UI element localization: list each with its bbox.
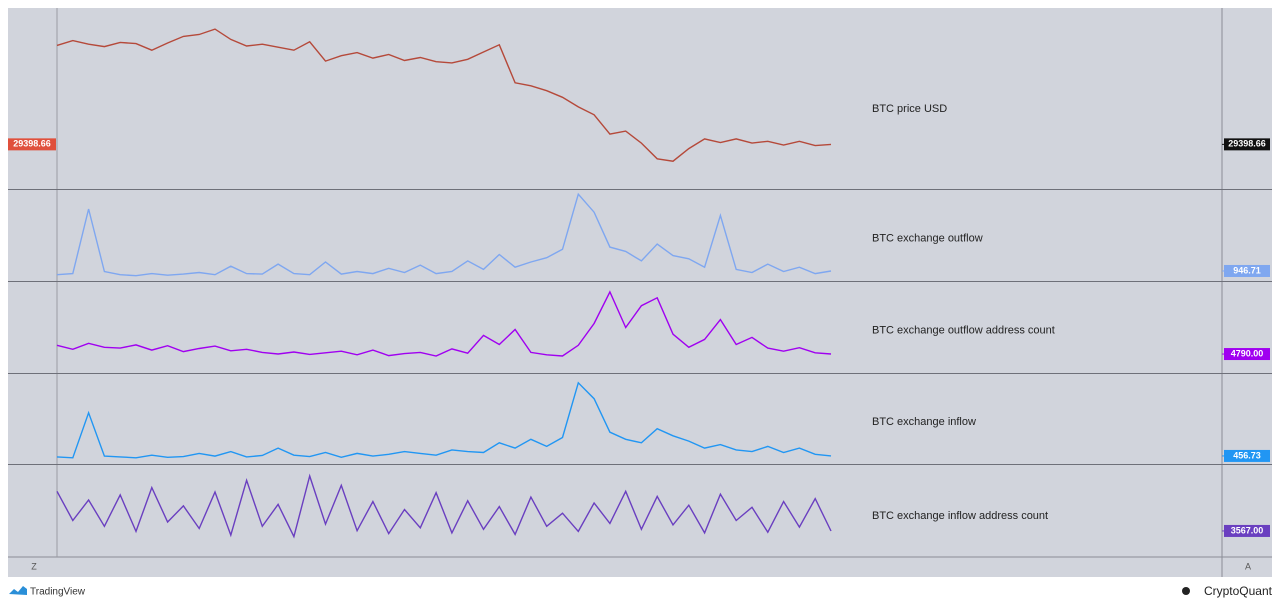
- time-axis: [8, 557, 1272, 577]
- series-line: [56, 28, 832, 162]
- series-line: [56, 473, 832, 539]
- scale-button[interactable]: Z: [31, 561, 37, 571]
- series-line: [56, 290, 832, 357]
- pane-title: BTC exchange outflow address count: [872, 324, 1055, 336]
- last-value-label: 4790.00: [1231, 348, 1264, 358]
- last-value-label: 456.73: [1233, 450, 1261, 460]
- tradingview-logo: [9, 586, 27, 595]
- cryptoquant-logo: [1182, 587, 1190, 595]
- price-axis: [1222, 8, 1272, 557]
- footer-right: CryptoQuant: [1204, 584, 1273, 598]
- series-line: [56, 381, 832, 459]
- last-value-badge: [1224, 348, 1270, 361]
- last-value-label: 946.71: [1233, 265, 1261, 275]
- pane-title: BTC exchange inflow: [872, 416, 976, 428]
- footer-left: TradingView: [30, 587, 86, 598]
- scale-button[interactable]: A: [1245, 561, 1251, 571]
- last-value-label: 29398.66: [13, 139, 51, 149]
- last-value-badge: [8, 138, 56, 151]
- last-value-badge: [1224, 138, 1270, 151]
- pane-title: BTC price USD: [872, 103, 947, 115]
- last-value-badge: [1224, 524, 1270, 537]
- series-line: [56, 192, 832, 277]
- last-value-badge: [1224, 449, 1270, 462]
- last-value-label: 29398.66: [1228, 139, 1266, 149]
- last-value-label: 3567.00: [1231, 525, 1264, 535]
- last-value-badge: [1224, 264, 1270, 277]
- plot-area: [8, 8, 1222, 557]
- pane-title: BTC exchange outflow: [872, 232, 983, 244]
- pane-title: BTC exchange inflow address count: [872, 510, 1048, 522]
